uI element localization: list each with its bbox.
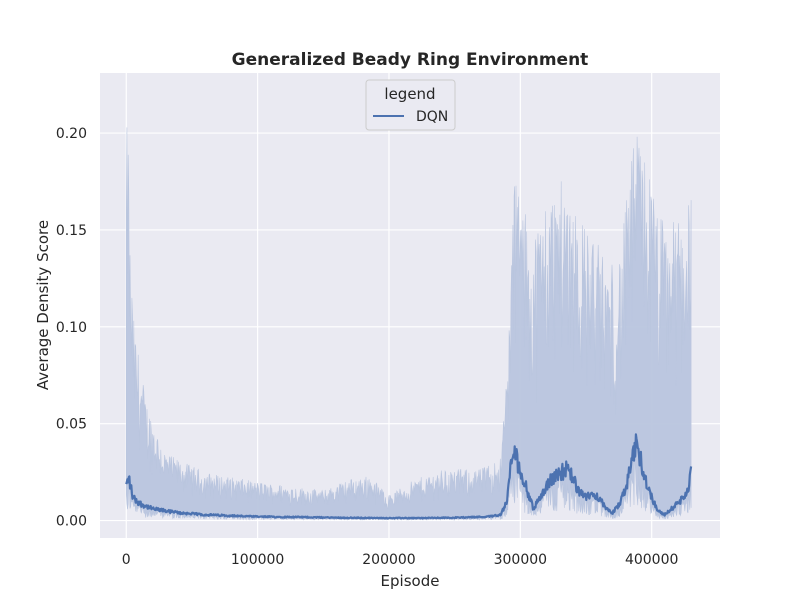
x-tick-label: 400000 [625,552,678,568]
legend-title: legend [384,85,435,103]
y-tick-label: 0.05 [56,417,87,433]
x-axis-label: Episode [381,572,440,590]
y-tick-label: 0.10 [56,320,87,336]
x-tick-label: 200000 [362,552,415,568]
y-axis-label: Average Density Score [34,220,52,390]
x-tick-labels: 0 100000 200000 300000 400000 [122,552,679,568]
legend: legend DQN [365,79,456,131]
y-tick-labels: 0.00 0.05 0.10 0.15 0.20 [56,126,87,530]
x-tick-label: 100000 [231,552,284,568]
legend-box [365,79,456,131]
dqn-line [125,433,693,520]
y-tick-label: 0.20 [56,126,87,142]
legend-entry-dqn: DQN [416,109,448,125]
x-tick-label: 0 [122,552,131,568]
confidence-band [126,127,692,521]
chart-title: Generalized Beady Ring Environment [232,50,589,70]
y-tick-label: 0.00 [56,514,87,530]
dqn-band [126,127,692,521]
series-lines [125,433,693,520]
y-tick-label: 0.15 [56,223,87,239]
x-tick-label: 300000 [494,552,547,568]
